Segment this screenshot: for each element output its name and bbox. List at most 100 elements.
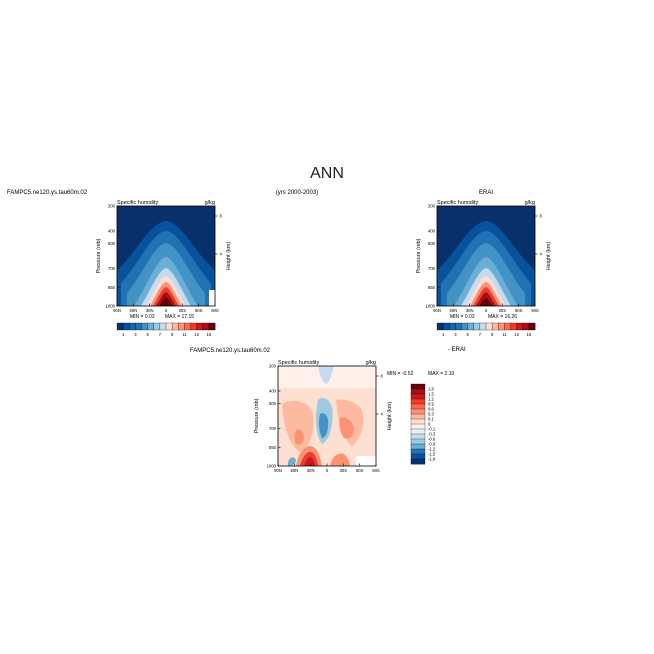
- model-colorbar-swatch: [129, 322, 136, 331]
- model-colorbar-swatch: [190, 322, 197, 331]
- ref-ylabel-right: Height (km): [546, 242, 552, 271]
- ref-colorbar-swatch: [473, 322, 481, 331]
- diff-colorbar-label: 1.5: [428, 392, 434, 397]
- ref-colorbar: 1 3 5 7 9 11 13 15: [436, 322, 536, 337]
- model-min-label: MIN = 0.02: [130, 314, 155, 320]
- diff-colorbar-swatch: [410, 428, 426, 435]
- diff-colorbar-label: 0.1: [428, 417, 434, 422]
- diff-rtick-label: 4: [381, 412, 384, 417]
- diff-ytick-label: 1000: [267, 464, 277, 469]
- ref-colorbar-label: 13: [514, 332, 519, 337]
- ref-xtick-label: 90N: [433, 308, 441, 313]
- model-colorbar-swatch: [196, 322, 204, 331]
- model-xtick-label: 90N: [113, 308, 121, 313]
- diff-xtick-label: 90S: [372, 468, 380, 473]
- diff-colorbar-swatch: [410, 388, 426, 395]
- diff-colorbar-swatch: [410, 448, 426, 455]
- ref-colorbar-label: 7: [479, 332, 482, 337]
- diff-colorbar-swatch: [410, 408, 426, 415]
- diff-colorbar-swatch: [410, 438, 426, 445]
- model-ytick-label: 200: [108, 204, 116, 209]
- diff-xtick-label: 0: [326, 468, 329, 473]
- diff-colorbar-label: 1.2: [428, 397, 434, 402]
- model-colorbar-label: 9: [171, 332, 174, 337]
- diff-ylabel-right: Height (km): [387, 402, 393, 431]
- diff-colorbar-label: 1.8: [428, 387, 434, 392]
- diff-colorbar-swatch: [410, 413, 426, 420]
- diff-ylabel: Pressure (mb): [254, 398, 260, 433]
- ref-colorbar-swatch: [510, 322, 517, 331]
- ref-colorbar-label: 5: [466, 332, 469, 337]
- ref-xtick-label: 60N: [449, 308, 457, 313]
- diff-xtick-label: 60N: [290, 468, 298, 473]
- diff-xtick-label: 90N: [274, 468, 282, 473]
- diff-colorbar-label: -1.2: [428, 447, 436, 452]
- diff-colorbar-swatch: [410, 393, 426, 400]
- ref-colorbar-label: 1: [442, 332, 445, 337]
- ref-colorbar-swatch: [479, 322, 487, 331]
- model-xtick-label: 90S: [211, 308, 219, 313]
- diff-colorbar-label: -1.8: [428, 457, 436, 462]
- model-ytick-label: 500: [108, 241, 116, 246]
- ref-xtick-label: 0: [485, 308, 488, 313]
- ref-xtick-label: 30N: [466, 308, 474, 313]
- model-ytick-label: 700: [108, 266, 116, 271]
- diff-units: g/kg: [366, 360, 376, 366]
- diff-min-label: MIN = -0.52: [387, 371, 413, 377]
- ref-colorbar-label: 9: [491, 332, 494, 337]
- model-ylabel: Pressure (mb): [96, 238, 102, 273]
- figure-title: ANN: [310, 165, 344, 182]
- ref-colorbar-swatch: [504, 322, 511, 331]
- ref-ytick-label: 500: [428, 241, 436, 246]
- diff-colorbar-swatch: [410, 433, 426, 440]
- model-colorbar-label: 7: [159, 332, 162, 337]
- ref-ylabel: Pressure (mb): [416, 238, 422, 273]
- model-colorbar: 1 3 5 7 9 11 13 15: [116, 322, 216, 337]
- diff-colorbar-label: 0: [428, 422, 431, 427]
- diff-ytick-label: 200: [269, 364, 277, 369]
- model-xtick-label: 30N: [146, 308, 154, 313]
- model-colorbar-swatch: [159, 322, 167, 331]
- model-colorbar-swatch: [202, 322, 210, 331]
- ref-ytick-label: 200: [428, 204, 436, 209]
- diff-colorbar-swatch: [410, 383, 426, 390]
- model-colorbar-swatch: [184, 322, 191, 331]
- diff-ytick-label: 500: [269, 401, 277, 406]
- diff-colorbar-swatch: [410, 398, 426, 405]
- model-rtick-label: 4: [220, 252, 223, 257]
- panel-ref: Specific humidity g/kg Pressure (mb) Hei…: [416, 200, 552, 337]
- model-colorbar-swatch: [178, 322, 185, 331]
- model-ylabel-right: Height (km): [226, 242, 232, 271]
- model-ytick-label: 400: [108, 229, 116, 234]
- model-colorbar-swatch: [122, 322, 130, 331]
- ref-ytick-label: 700: [428, 266, 436, 271]
- model-ytick-label: 850: [108, 285, 116, 290]
- diff-colorbar-label: 0.6: [428, 407, 434, 412]
- diff-field: [278, 366, 376, 466]
- model-xtick-label: 30S: [179, 308, 187, 313]
- model-colorbar-swatch: [135, 322, 142, 331]
- diff-subtitle: Specific humidity: [278, 360, 320, 366]
- ref-min-label: MIN = 0.02: [450, 314, 475, 320]
- ref-colorbar-swatch: [498, 322, 505, 331]
- ref-colorbar-label: 3: [454, 332, 457, 337]
- ref-ytick-label: 850: [428, 285, 436, 290]
- model-colorbar-swatch: [208, 322, 216, 331]
- diff-ytick-label: 400: [269, 389, 277, 394]
- model-max-label: MAX = 17.15: [165, 314, 194, 320]
- ref-colorbar-swatch: [522, 322, 530, 331]
- ref-rtick-label: 4: [540, 252, 543, 257]
- model-xtick-label: 60N: [129, 308, 137, 313]
- diff-colorbar-swatch: [410, 418, 426, 425]
- diff-ytick-label: 850: [269, 445, 277, 450]
- model-field: [117, 206, 215, 306]
- diff-colorbar-label: 0.3: [428, 412, 434, 417]
- ref-colorbar-swatch: [491, 322, 499, 331]
- diff-colorbar-label: -0.9: [428, 442, 436, 447]
- model-colorbar-label: 5: [146, 332, 149, 337]
- panel-model: Specific humidity g/kg Pressure (mb) Hei…: [96, 200, 232, 337]
- model-colorbar-swatch: [147, 322, 155, 331]
- ref-colorbar-swatch: [485, 322, 493, 331]
